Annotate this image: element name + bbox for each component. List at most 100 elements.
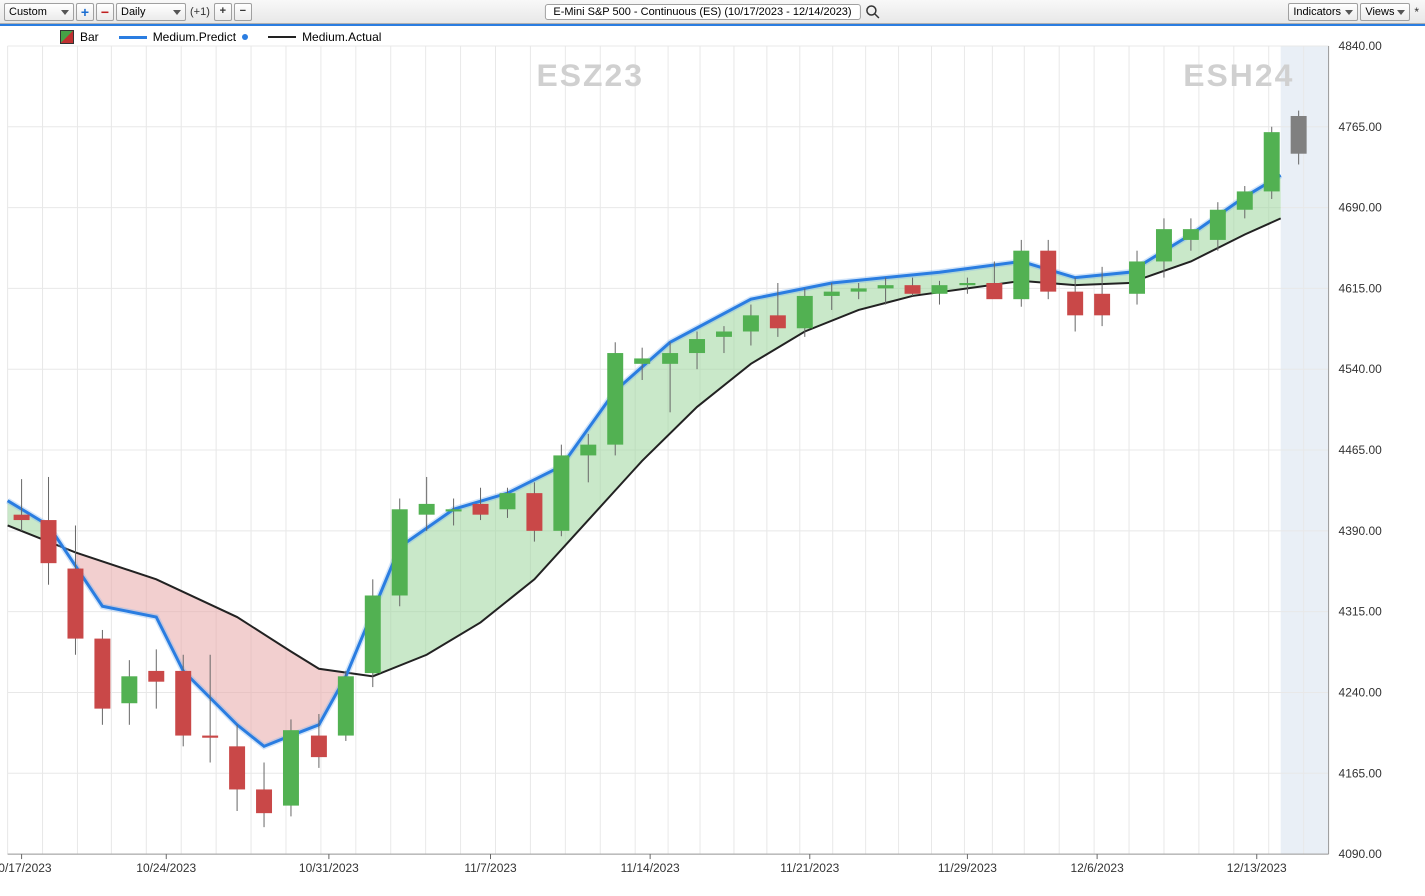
watermark-right: ESH24 [1183, 57, 1294, 93]
candle-body [634, 358, 650, 363]
search-icon[interactable] [865, 4, 881, 20]
bar-type-label: Custom [9, 6, 47, 18]
candle-body [392, 509, 408, 595]
interval-dropdown[interactable]: Daily [116, 3, 186, 21]
toolbar-right: Indicators Views * [1288, 3, 1421, 21]
candle-body [689, 339, 705, 353]
y-tick-label: 4390.00 [1339, 524, 1383, 538]
legend-item-actual[interactable]: Medium.Actual [268, 30, 381, 44]
offset-plus-button[interactable]: + [214, 3, 232, 21]
toolbar: Custom + − Daily (+1) + − E-Mini S&P 500… [0, 0, 1425, 24]
indicators-label: Indicators [1293, 6, 1341, 18]
predict-line-icon [119, 36, 147, 39]
candle-body [1210, 210, 1226, 240]
candle-body [41, 520, 57, 563]
legend-item-bar[interactable]: Bar [60, 30, 99, 44]
views-dropdown[interactable]: Views [1360, 3, 1410, 21]
x-tick-label: 11/29/2023 [938, 861, 997, 875]
candle-body [229, 746, 245, 789]
x-tick-label: 10/24/2023 [136, 861, 196, 875]
candle-body [94, 639, 110, 709]
y-tick-label: 4765.00 [1339, 120, 1383, 134]
y-tick-label: 4315.00 [1339, 605, 1383, 619]
candle-body [365, 595, 381, 673]
y-tick-label: 4090.00 [1339, 847, 1383, 861]
x-tick-label: 12/6/2023 [1070, 861, 1124, 875]
modified-indicator: * [1412, 5, 1421, 19]
candle-body [499, 493, 515, 509]
x-tick-label: 11/21/2023 [780, 861, 839, 875]
candle-body [959, 283, 975, 285]
offset-label: (+1) [188, 6, 212, 18]
y-tick-label: 4690.00 [1339, 201, 1383, 215]
candle-body [526, 493, 542, 531]
x-tick-label: 10/31/2023 [299, 861, 359, 875]
toolbar-center: E-Mini S&P 500 - Continuous (ES) (10/17/… [544, 4, 880, 20]
actual-line-icon [268, 36, 296, 38]
candle-body [473, 504, 489, 515]
candle-body [175, 671, 191, 736]
zoom-in-button[interactable]: + [76, 3, 94, 21]
y-tick-label: 4240.00 [1339, 685, 1383, 699]
x-tick-label: 10/17/2023 [0, 861, 52, 875]
views-label: Views [1365, 6, 1394, 18]
candle-body [851, 288, 867, 291]
chart-svg: 4090.00 4165.00 4240.00 4315.00 4390.00 4465.… [0, 26, 1425, 896]
candle-body [1129, 261, 1145, 293]
y-tick-label: 4465.00 [1339, 443, 1383, 457]
legend-actual-label: Medium.Actual [302, 30, 381, 44]
candle-body [878, 285, 894, 288]
candle-body [283, 730, 299, 805]
candle-body [1040, 251, 1056, 292]
candle-body [824, 292, 840, 296]
candle-body [338, 676, 354, 735]
watermark-left: ESZ23 [537, 57, 645, 93]
candle-body [986, 283, 1002, 299]
x-tick-label: 11/7/2023 [464, 861, 517, 875]
candle-body [797, 296, 813, 328]
candle-body [1094, 294, 1110, 316]
candle-body [121, 676, 137, 703]
y-tick-label: 4540.00 [1339, 362, 1383, 376]
toolbar-left: Custom + − Daily (+1) + − [4, 3, 252, 21]
candle-body [580, 445, 596, 456]
candle-body [1237, 191, 1253, 209]
candle-body [1013, 251, 1029, 299]
candle-body [67, 569, 83, 639]
candle-body [553, 455, 569, 530]
legend-item-predict[interactable]: Medium.Predict [119, 30, 248, 44]
bar-swatch-icon [60, 30, 74, 44]
band-green [373, 175, 1281, 676]
candle-body [446, 509, 462, 511]
zoom-out-button[interactable]: − [96, 3, 114, 21]
candle-body [14, 515, 30, 520]
candle-body [716, 331, 732, 336]
x-tick-label: 11/14/2023 [621, 861, 680, 875]
candle-body [931, 285, 947, 294]
candle-body [1156, 229, 1172, 261]
legend-predict-label: Medium.Predict [153, 30, 236, 44]
candle-body [905, 285, 921, 294]
predict-dot-icon [242, 34, 248, 40]
bar-type-dropdown[interactable]: Custom [4, 3, 74, 21]
y-tick-label: 4615.00 [1339, 281, 1383, 295]
candle-body [607, 353, 623, 445]
y-tick-label: 4165.00 [1339, 766, 1383, 780]
candle-body [1264, 132, 1280, 191]
candle-body [419, 504, 435, 515]
candle-body [743, 315, 759, 331]
candle-body [1291, 116, 1307, 154]
y-tick-label: 4840.00 [1339, 39, 1383, 53]
x-tick-label: 12/13/2023 [1227, 861, 1287, 875]
candle-body [202, 736, 218, 738]
offset-minus-button[interactable]: − [234, 3, 252, 21]
candle-body [662, 353, 678, 364]
candle-body [311, 736, 327, 758]
chart-title[interactable]: E-Mini S&P 500 - Continuous (ES) (10/17/… [544, 4, 860, 20]
candle-body [256, 789, 272, 813]
candle-body [1183, 229, 1199, 240]
chart-area[interactable]: Bar Medium.Predict Medium.Actual 4090.00… [0, 24, 1425, 896]
interval-label: Daily [121, 6, 145, 18]
indicators-dropdown[interactable]: Indicators [1288, 3, 1358, 21]
legend-bar-label: Bar [80, 30, 99, 44]
